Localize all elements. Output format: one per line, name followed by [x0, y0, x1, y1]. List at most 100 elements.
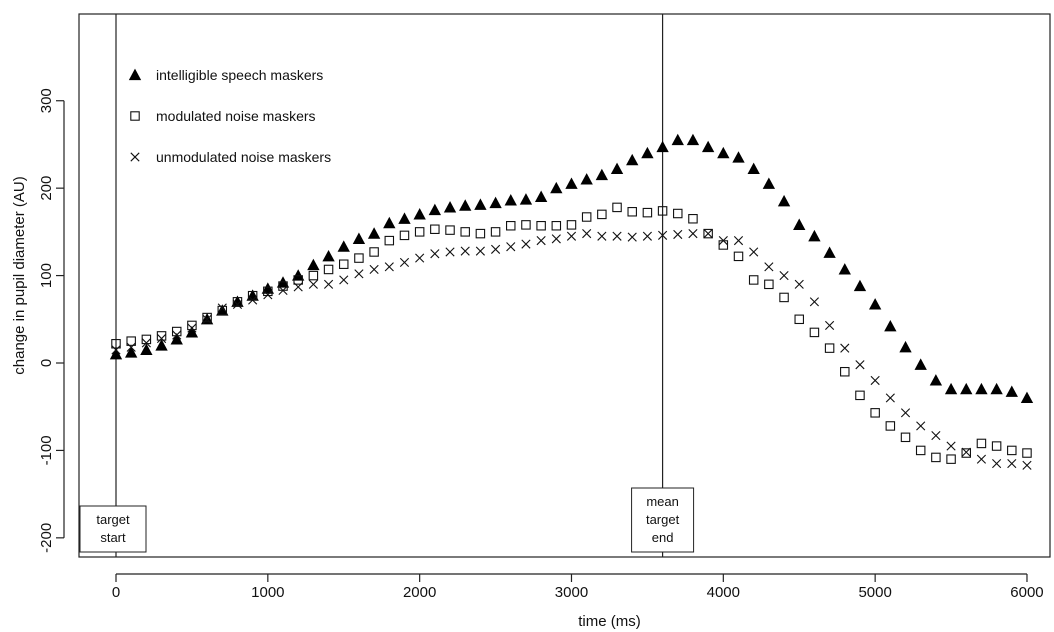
data-point — [111, 339, 121, 349]
legend-label: modulated noise maskers — [156, 108, 316, 124]
data-point — [506, 221, 516, 231]
data-point — [855, 360, 865, 370]
data-point — [597, 209, 607, 220]
data-point — [686, 133, 700, 146]
data-point — [111, 345, 121, 355]
data-point — [155, 339, 168, 351]
x-tick-label: 4000 — [707, 584, 740, 601]
data-point — [627, 207, 637, 217]
data-point — [170, 333, 183, 345]
data-point — [762, 177, 776, 189]
data-point — [384, 235, 395, 246]
data-point — [580, 173, 593, 185]
event-label-text: target — [646, 512, 680, 527]
data-point — [612, 202, 622, 213]
data-point — [626, 153, 639, 166]
data-point — [399, 257, 410, 268]
data-point — [747, 162, 760, 175]
data-point — [612, 231, 622, 241]
data-point — [1022, 448, 1032, 458]
y-tick-label: 300 — [38, 88, 55, 113]
data-point — [840, 343, 850, 353]
data-point — [809, 327, 820, 338]
data-point — [885, 393, 895, 403]
data-point — [597, 231, 607, 241]
data-point — [566, 220, 577, 230]
data-point — [459, 199, 472, 211]
data-point — [263, 290, 273, 300]
data-point — [293, 275, 303, 285]
x-tick-label: 0 — [112, 584, 120, 601]
data-point — [657, 206, 668, 216]
data-point — [961, 448, 971, 458]
data-point — [430, 249, 440, 259]
data-point — [944, 382, 958, 395]
data-point — [673, 208, 683, 219]
data-point — [551, 221, 562, 231]
data-point — [217, 305, 228, 316]
data-point — [733, 251, 744, 262]
data-point — [187, 323, 197, 333]
data-point — [976, 454, 987, 464]
data-point — [992, 458, 1002, 469]
plot-frame — [78, 13, 1051, 558]
data-point — [566, 231, 577, 241]
data-point — [521, 239, 531, 249]
data-point — [156, 333, 167, 344]
legend: intelligible speech maskers modulated noi… — [128, 67, 331, 165]
data-point — [475, 228, 486, 239]
data-point — [217, 303, 227, 313]
data-point — [991, 441, 1002, 451]
data-point — [975, 382, 988, 395]
data-point — [141, 338, 151, 348]
data-point — [1020, 391, 1034, 404]
data-point — [703, 228, 713, 239]
data-point — [779, 292, 789, 303]
data-point — [779, 270, 789, 281]
data-point — [916, 421, 926, 431]
data-point — [688, 229, 698, 239]
data-point — [764, 279, 774, 290]
series-2 — [111, 229, 1032, 470]
data-point — [474, 198, 487, 210]
data-point — [581, 212, 592, 222]
data-point — [853, 279, 867, 292]
data-point — [931, 452, 941, 463]
data-point — [884, 319, 897, 332]
data-point — [383, 216, 396, 229]
data-point — [369, 247, 379, 257]
data-point — [126, 342, 136, 352]
data-point — [292, 269, 305, 281]
data-point — [673, 229, 683, 240]
data-point — [976, 438, 987, 449]
data-point — [261, 282, 275, 294]
data-point — [415, 253, 425, 263]
data-point — [140, 343, 153, 355]
x-tick-label: 1000 — [251, 584, 284, 601]
data-point — [990, 382, 1003, 395]
data-point — [915, 445, 926, 456]
y-tick-label: 100 — [38, 263, 55, 288]
data-point — [399, 230, 410, 241]
y-tick-label: -200 — [38, 523, 55, 553]
data-point — [322, 250, 335, 262]
data-point — [202, 312, 212, 323]
data-point — [657, 230, 668, 240]
data-point — [838, 263, 851, 275]
data-point — [202, 314, 212, 324]
data-point — [929, 374, 943, 386]
data-point — [323, 279, 334, 289]
data-point — [354, 253, 364, 263]
data-point — [733, 236, 744, 246]
data-point — [460, 227, 470, 237]
data-point — [367, 227, 381, 239]
legend-marker — [128, 68, 142, 81]
data-point — [565, 177, 578, 189]
data-point — [185, 326, 199, 338]
data-point — [870, 375, 880, 386]
data-point — [899, 340, 912, 353]
data-point — [293, 282, 303, 292]
legend-marker — [130, 152, 140, 162]
data-point — [642, 207, 653, 218]
